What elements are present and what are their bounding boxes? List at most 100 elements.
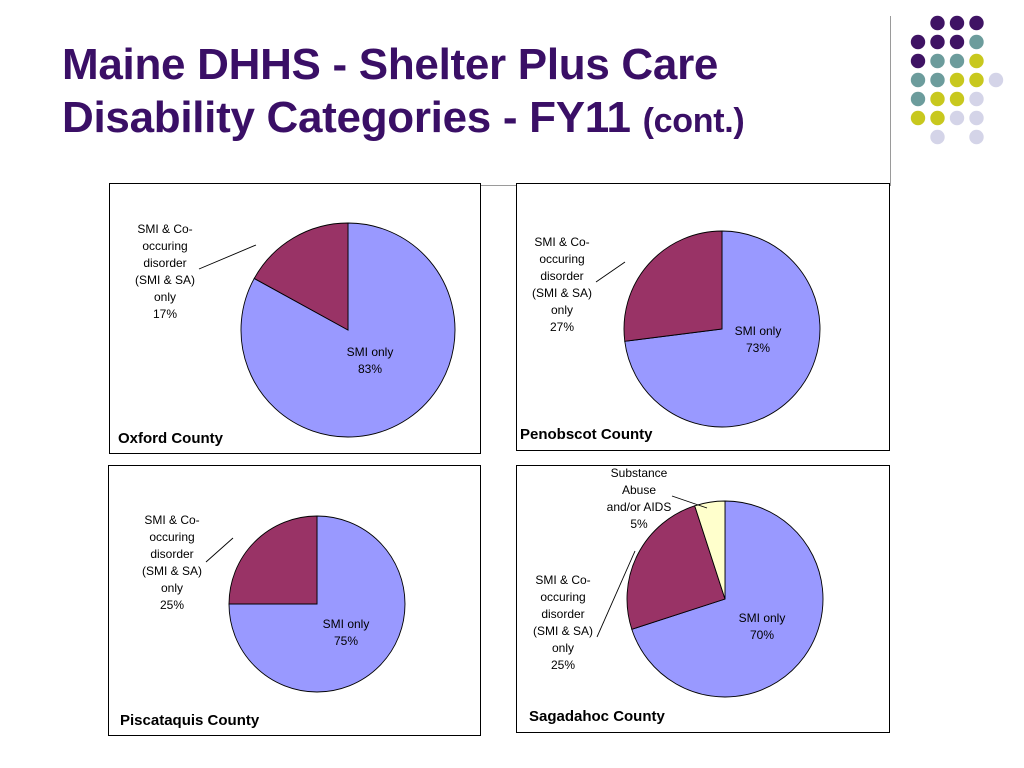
pie-slice xyxy=(694,500,726,600)
decorative-dot xyxy=(949,110,965,126)
decorative-dot xyxy=(910,91,926,107)
pie-chart xyxy=(198,222,456,438)
decorative-dot xyxy=(930,72,945,88)
decorative-dot xyxy=(969,91,984,107)
pie-chart xyxy=(596,495,824,698)
pie-slice-label-line: Substance xyxy=(610,466,668,480)
leader-line xyxy=(671,495,708,509)
decorative-dot xyxy=(949,15,965,31)
decorative-dot xyxy=(910,53,926,69)
decorative-dot xyxy=(949,34,965,50)
pie-slice-label-line: (SMI & SA) xyxy=(531,286,593,300)
pie-slice-label-line: (SMI & SA) xyxy=(141,564,203,578)
pie-slice-label-line: and/or AIDS xyxy=(606,500,672,514)
pie-slice-label-line: (SMI & SA) xyxy=(134,273,196,287)
decorative-dot xyxy=(969,110,984,126)
pie-slice-label: SMI only 70% xyxy=(739,610,786,644)
chart-title: Penobscot County xyxy=(520,426,653,443)
chart-title: Piscataquis County xyxy=(120,712,260,729)
pie-slice-label: SMI & Co-occuring disorder (SMI & SA) only 1… xyxy=(135,221,195,323)
decorative-dot xyxy=(910,72,926,88)
slide-title-suffix: (cont.) xyxy=(642,102,745,140)
leader-line xyxy=(198,244,257,270)
pie-slice-label-line: 17% xyxy=(152,307,178,321)
pie-slice-label-line: 25% xyxy=(159,598,185,612)
pie-slice-label-line: 27% xyxy=(549,320,575,334)
pie-slice-label-line: SMI & Co- xyxy=(144,513,200,527)
pie-slice-label-line: SMI & Co- xyxy=(534,235,590,249)
chart-panel-oxford: SMI only 83% SMI & Co-occuring disorder (SMI… xyxy=(109,183,481,454)
pie-slice xyxy=(623,230,723,342)
pie-slice-label-line: only xyxy=(551,641,575,655)
pie-slice-label-line: 70% xyxy=(749,628,775,642)
pie-slice xyxy=(631,500,824,698)
leader-line xyxy=(595,261,626,283)
chart-panel-piscataquis: SMI only 75% SMI & Co-occuring disorder (SMI… xyxy=(108,465,481,736)
pie-slice-label-line: occuring xyxy=(540,590,586,604)
chart-title: Sagadahoc County xyxy=(529,708,665,725)
decorative-dot xyxy=(949,72,965,88)
pie-slice-label-line: (SMI & SA) xyxy=(532,624,594,638)
pie-slice-label: SMI & Co-occuring disorder (SMI & SA) only 2… xyxy=(533,572,593,674)
leader-line xyxy=(596,550,636,638)
pie-chart xyxy=(595,230,821,428)
pie-slice-label-line: disorder xyxy=(150,547,194,561)
decorative-dot xyxy=(930,91,945,107)
decorative-dot xyxy=(969,129,984,145)
pie-slice-label-line: occuring xyxy=(539,252,585,266)
horizontal-rule xyxy=(110,185,891,186)
pie-slice-label-line: disorder xyxy=(540,269,584,283)
pie-slice-label-line: occuring xyxy=(142,239,188,253)
chart-panel-sagadahoc: SMI only 70% SMI & Co-occuring disorder (SMI… xyxy=(516,465,890,733)
pie-slice-label-line: disorder xyxy=(541,607,585,621)
chart-title: Oxford County xyxy=(118,430,223,447)
pie-slice-label: SMI only 75% xyxy=(323,616,370,650)
leader-line xyxy=(205,537,234,563)
pie-slice-label-line: 83% xyxy=(357,362,383,376)
pie-slice-label-line: SMI only xyxy=(734,324,782,338)
pie-slice-label-line: Abuse xyxy=(621,483,657,497)
pie-slice-label-line: 73% xyxy=(745,341,771,355)
pie-slice-label-line: SMI & Co- xyxy=(137,222,193,236)
pie-slice-label-line: 25% xyxy=(550,658,576,672)
decorative-dot xyxy=(969,72,984,88)
pie-slice xyxy=(253,222,349,331)
pie-slice-label-line: 75% xyxy=(333,634,359,648)
pie-slice-label-line: SMI & Co- xyxy=(535,573,591,587)
pie-slice-label-line: SMI only xyxy=(322,617,370,631)
pie-chart xyxy=(205,515,406,693)
decorative-dot xyxy=(969,15,984,31)
pie-slice-label: Substance Abuse and/or AIDS 5% xyxy=(607,465,672,533)
slide-title-line2-text: Disability Categories - FY11 xyxy=(62,93,631,142)
chart-panel-penobscot: SMI only 73% SMI & Co-occuring disorder (SMI… xyxy=(516,183,890,451)
pie-slice-label-line: disorder xyxy=(143,256,187,270)
decorative-dot xyxy=(930,34,945,50)
pie-slice-label-line: only xyxy=(160,581,184,595)
pie-slice-label: SMI only 83% xyxy=(347,344,394,378)
decorative-dot xyxy=(969,34,984,50)
pie-slice-label: SMI only 73% xyxy=(735,323,782,357)
decorative-dot xyxy=(910,34,926,50)
pie-slice xyxy=(626,505,726,630)
decorative-dot xyxy=(988,72,1004,88)
decorative-dot xyxy=(930,129,945,145)
pie-slice-label-line: occuring xyxy=(149,530,195,544)
pie-slice-label-line: 5% xyxy=(630,517,648,531)
slide-title: Maine DHHS - Shelter Plus Care Disabilit… xyxy=(62,38,745,148)
pie-slice-label: SMI & Co-occuring disorder (SMI & SA) only 2… xyxy=(532,234,592,336)
decorative-dot xyxy=(949,53,965,69)
pie-slice-label-line: SMI only xyxy=(346,345,394,359)
pie-slice-label-line: only xyxy=(550,303,574,317)
decorative-dot xyxy=(930,15,945,31)
decorative-dot xyxy=(969,53,984,69)
decorative-dot xyxy=(930,53,945,69)
vertical-rule xyxy=(890,16,891,186)
decorative-dot xyxy=(949,91,965,107)
decorative-dot xyxy=(930,110,945,126)
slide-title-line2: Disability Categories - FY11 (cont.) xyxy=(62,91,745,148)
pie-slice xyxy=(228,515,318,605)
decorative-dot-grid xyxy=(910,15,1004,145)
pie-slice-label-line: SMI only xyxy=(738,611,786,625)
slide-title-line1: Maine DHHS - Shelter Plus Care xyxy=(62,40,719,89)
decorative-dot xyxy=(910,110,926,126)
